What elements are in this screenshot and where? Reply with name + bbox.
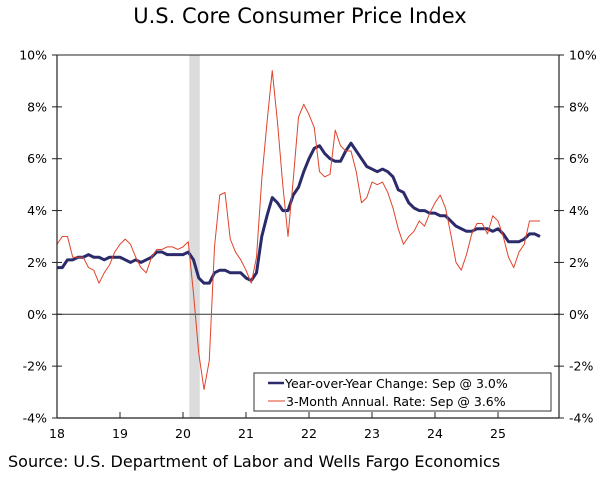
right-y-tick-label: 4% (569, 203, 589, 218)
left-y-tick-label: -4% (23, 411, 47, 426)
right-y-tick-label: 8% (569, 99, 589, 114)
legend: Year-over-Year Change: Sep @ 3.0% 3-Mont… (253, 372, 552, 412)
left-y-tick-label: 10% (19, 48, 47, 63)
chart-title: U.S. Core Consumer Price Index (133, 4, 467, 28)
axes-layer: -4% -4% -2% -2% 0% 0% 2% 2% 4% 4% 6% 6% 8% 8% 10% 10% 18… (19, 48, 597, 442)
x-tick-label: 19 (112, 426, 128, 441)
legend-label-yoy: Year-over-Year Change: Sep @ 3.0% (284, 376, 508, 391)
x-tick-label: 21 (238, 426, 254, 441)
right-y-tick-label: -2% (569, 359, 593, 374)
right-y-tick-label: 0% (569, 307, 589, 322)
left-y-tick-label: 6% (27, 151, 47, 166)
x-tick-label: 18 (49, 426, 65, 441)
x-tick-label: 25 (490, 426, 506, 441)
left-y-tick-label: -2% (23, 359, 47, 374)
series-line-3m (56, 70, 540, 390)
x-tick-label: 23 (364, 426, 380, 441)
legend-label-3m: 3-Month Annual. Rate: Sep @ 3.6% (286, 394, 506, 409)
x-tick-label: 20 (175, 426, 191, 441)
left-y-tick-label: 2% (27, 255, 47, 270)
recession-bar (189, 55, 200, 418)
left-y-tick-label: 4% (27, 203, 47, 218)
x-tick-label: 24 (427, 426, 443, 441)
series-line-yoy (57, 141, 541, 285)
right-y-tick-label: -4% (569, 411, 593, 426)
right-y-tick-label: 6% (569, 151, 589, 166)
legend-box (253, 372, 552, 412)
series-layer (56, 70, 541, 390)
left-y-tick-label: 0% (27, 307, 47, 322)
left-y-tick-label: 8% (27, 99, 47, 114)
right-y-tick-label: 2% (569, 255, 589, 270)
recession-shading-layer (189, 55, 200, 418)
source-note: Source: U.S. Department of Labor and Wel… (8, 452, 501, 471)
x-tick-label: 22 (301, 426, 317, 441)
right-y-tick-label: 10% (569, 48, 597, 63)
